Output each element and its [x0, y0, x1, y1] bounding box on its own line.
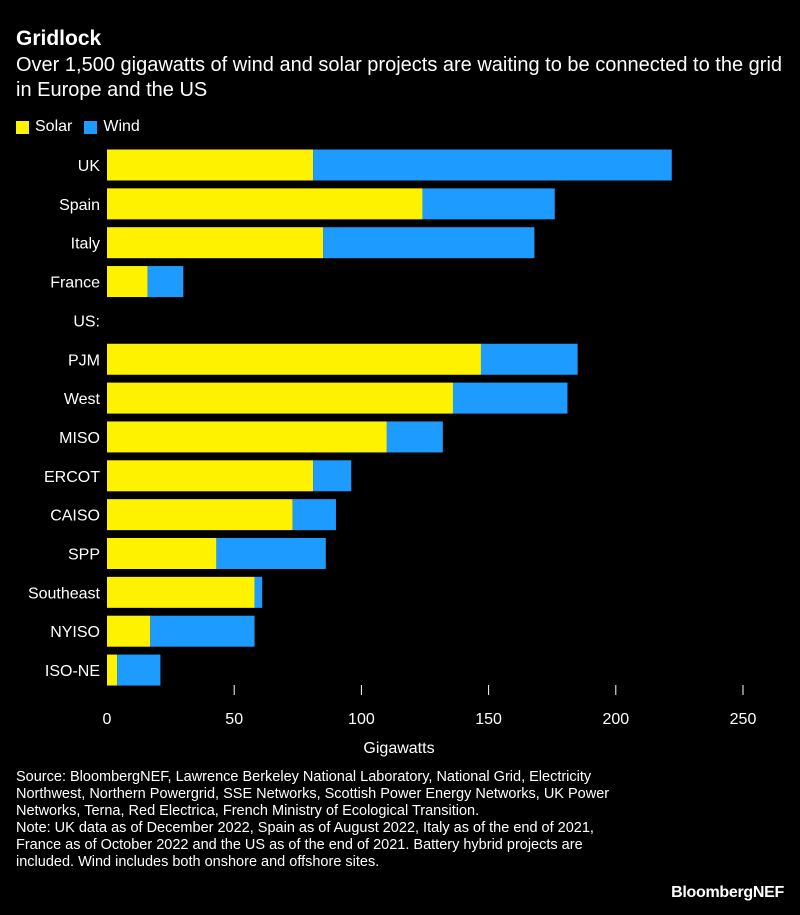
bar-solar-west: [107, 382, 453, 414]
data-note: Note: UK data as of December 2022, Spain…: [16, 820, 594, 870]
bar-solar-isone: [107, 654, 118, 686]
category-label-france: France: [50, 275, 100, 292]
bar-wind-nyiso: [150, 615, 255, 647]
bar-wind-italy: [323, 227, 535, 259]
category-label-pjm: PJM: [68, 352, 100, 369]
x-tick-label-100: 100: [348, 711, 375, 728]
x-tick-label-50: 50: [225, 711, 243, 728]
legend-item-wind: Wind: [84, 118, 140, 136]
bar-wind-spain: [422, 188, 555, 220]
bar-wind-caiso: [292, 499, 336, 531]
legend-swatch-wind: [84, 120, 98, 134]
category-label-spp: SPP: [68, 547, 100, 564]
bar-solar-southeast: [107, 576, 255, 608]
bar-chart: UK Spain Italy France US: PJM West MISO ERCOT CAI…: [28, 149, 757, 757]
bar-solar-uk: [107, 149, 314, 181]
category-label-nyiso: NYISO: [50, 624, 100, 641]
bar-wind-spp: [216, 538, 326, 569]
bar-solar-ercot: [107, 460, 314, 492]
category-label-west: West: [64, 391, 101, 408]
category-label-miso: MISO: [59, 430, 100, 447]
bar-solar-pjm: [107, 343, 481, 375]
category-label-uk: UK: [78, 158, 101, 175]
category-label-italy: Italy: [71, 236, 100, 253]
category-label-ercot: ERCOT: [44, 469, 100, 486]
chart-title: Gridlock: [16, 27, 102, 50]
bar-solar-france: [107, 266, 148, 298]
category-label-us: US:: [73, 313, 100, 330]
bar-wind-southeast: [254, 576, 263, 608]
source-note: Source: BloombergNEF, Lawrence Berkeley …: [16, 769, 610, 819]
legend-swatch-solar: [16, 120, 29, 134]
legend: Solar Wind: [16, 118, 152, 136]
bar-wind-uk: [313, 149, 672, 181]
bar-wind-isone: [117, 654, 161, 686]
bar-wind-france: [147, 266, 184, 298]
x-axis-label: Gigawatts: [363, 740, 434, 757]
x-tick-label-0: 0: [103, 711, 112, 728]
bar-solar-spp: [107, 538, 217, 569]
x-tick-label-200: 200: [602, 711, 629, 728]
footnotes: Source: BloombergNEF, Lawrence Berkeley …: [16, 769, 636, 871]
bar-solar-miso: [107, 421, 387, 453]
category-label-isone: ISO-NE: [45, 663, 100, 680]
bar-wind-miso: [386, 421, 443, 453]
legend-label-solar: Solar: [35, 118, 73, 135]
chart-subtitle: Over 1,500 gigawatts of wind and solar p…: [16, 54, 783, 101]
bar-solar-caiso: [107, 499, 293, 531]
bar-wind-ercot: [313, 460, 352, 492]
brand-logo: BloombergNEF: [671, 884, 784, 901]
bar-wind-west: [452, 382, 568, 414]
x-tick-label-250: 250: [730, 711, 757, 728]
legend-label-wind: Wind: [103, 118, 140, 135]
bar-solar-nyiso: [107, 615, 151, 647]
bar-solar-italy: [107, 227, 324, 259]
bar-wind-pjm: [480, 343, 578, 375]
x-tick-label-150: 150: [475, 711, 502, 728]
legend-item-solar: Solar: [16, 118, 72, 136]
bar-solar-spain: [107, 188, 423, 220]
category-label-southeast: Southeast: [28, 585, 101, 602]
category-label-spain: Spain: [59, 197, 100, 214]
category-label-caiso: CAISO: [50, 508, 100, 525]
